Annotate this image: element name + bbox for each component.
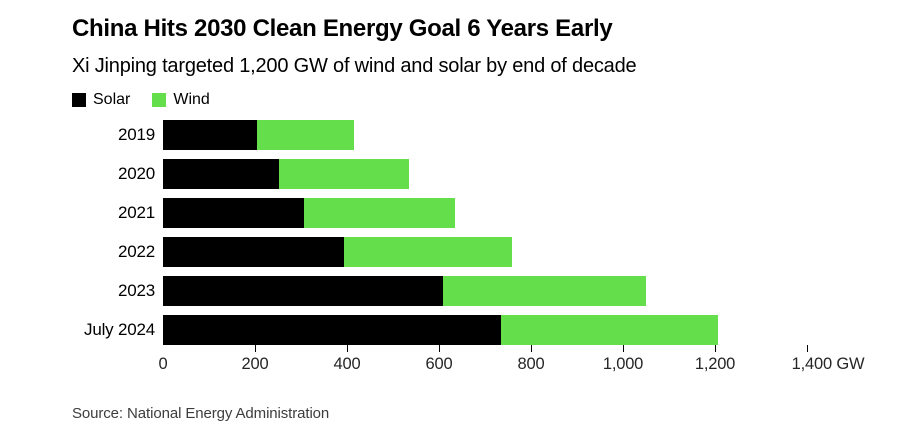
bar-chart: 2019 2020 2021 2022 2023 July 2024 [72,120,900,346]
legend-item-wind: Wind [152,91,210,109]
bar-segment-wind [303,198,456,229]
bar-track [163,159,807,190]
axis-tick-label: 200 [241,355,269,374]
source-note: Source: National Energy Administration [72,405,330,423]
bar-segment-solar [163,198,304,229]
x-axis: 0 200 400 600 800 1,000 1,200 1,400 GW [159,345,865,379]
bar-track [163,315,807,346]
solar-swatch-icon [72,93,86,108]
axis-tick [347,345,348,353]
axis-tick [439,345,440,353]
axis-tick-label: 1,000 [602,355,644,374]
bar-segment-solar [163,120,258,151]
category-label: 2023 [117,281,155,301]
chart-row: July 2024 [72,315,900,346]
bar-segment-wind [279,159,410,190]
legend-label-wind: Wind [173,91,210,109]
bar-track [163,198,807,229]
category-label: 2019 [117,125,155,145]
chart-row: 2019 [72,120,900,151]
chart-row: 2021 [72,198,900,229]
category-label: July 2024 [84,320,155,340]
category-label: 2022 [117,242,155,262]
axis-tick [715,345,716,353]
axis-tick [255,345,256,353]
axis-tick-label: 400 [333,355,361,374]
axis-tick-label: 800 [517,355,545,374]
page-title: China Hits 2030 Clean Energy Goal 6 Year… [72,15,613,42]
axis-tick-label: 1,400 GW [791,355,865,374]
bar-segment-solar [163,276,444,307]
bar-segment-wind [343,237,513,268]
category-label: 2021 [117,203,155,223]
axis-tick-label: 600 [425,355,453,374]
bar-segment-wind [257,120,354,151]
axis-tick-label: 1,200 [694,355,736,374]
chart-row: 2023 [72,276,900,307]
axis-tick [623,345,624,353]
bar-segment-solar [163,237,344,268]
chart-subtitle: Xi Jinping targeted 1,200 GW of wind and… [72,55,637,78]
axis-tick [807,345,808,353]
bar-track [163,276,807,307]
bar-segment-wind [443,276,646,307]
wind-swatch-icon [152,93,167,108]
bar-track [163,237,807,268]
axis-tick [531,345,532,353]
legend-label-solar: Solar [93,91,131,109]
chart-legend: Solar Wind [72,91,900,109]
chart-row: 2020 [72,159,900,190]
legend-item-solar: Solar [72,91,130,109]
chart-row: 2022 [72,237,900,268]
axis-tick-label: 0 [158,355,168,374]
bar-segment-solar [163,159,280,190]
bar-segment-solar [163,315,502,346]
category-label: 2020 [117,164,155,184]
bar-segment-wind [501,315,718,346]
bar-track [163,120,807,151]
